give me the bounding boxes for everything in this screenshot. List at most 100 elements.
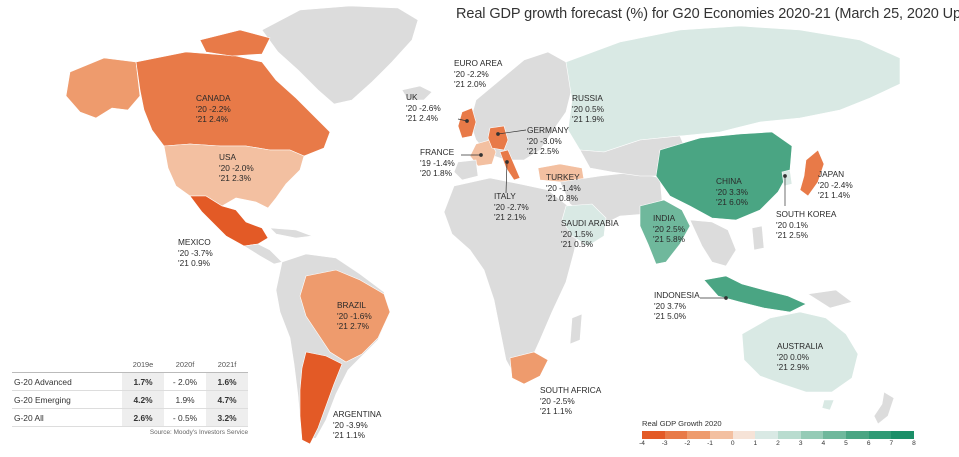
label-japan: JAPAN '20 -2.4% '21 1.4% — [818, 169, 853, 201]
region-saudi-arabia — [561, 203, 607, 247]
legend-swatch — [642, 431, 665, 439]
legend-tick-label: 4 — [821, 440, 826, 447]
cell-2020: - 2.0% — [164, 372, 206, 391]
table-row: G-20 All 2.6% - 0.5% 3.2% — [12, 408, 248, 427]
region-germany — [487, 125, 509, 151]
legend-tick-label: 7 — [889, 440, 894, 447]
pointer-germany — [497, 129, 527, 135]
legend-swatch — [755, 431, 779, 439]
label-china: CHINA '20 3.3% '21 6.0% — [716, 176, 749, 208]
cell-2019: 4.2% — [122, 390, 164, 409]
region-mexico — [189, 195, 269, 247]
legend-tick-label: 0 — [730, 440, 735, 447]
label-canada: CANADA '20 -2.2% '21 2.4% — [196, 93, 231, 125]
region-japan — [799, 149, 825, 197]
legend-swatch — [664, 431, 688, 439]
table-row: G-20 Emerging 4.2% 1.9% 4.7% — [12, 390, 248, 409]
region-canada-islands — [199, 29, 271, 57]
legend-tick-label: 3 — [798, 440, 803, 447]
region-iberia — [453, 159, 479, 181]
label-usa: USA '20 -2.0% '21 2.3% — [219, 152, 254, 184]
label-germany: GERMANY '20 -3.0% '21 2.5% — [527, 125, 569, 157]
region-russia — [565, 25, 901, 153]
legend-tick-label: 1 — [753, 440, 758, 447]
legend-tick-label: -2 — [684, 440, 691, 447]
region-south-africa — [509, 351, 549, 385]
cell-2019: 2.6% — [122, 408, 164, 427]
table-header — [12, 359, 122, 373]
legend-tick-label: 6 — [866, 440, 871, 447]
region-greenland — [261, 5, 419, 105]
row-label: G-20 Emerging — [12, 390, 122, 409]
color-legend: Real GDP Growth 2020 -4 -3 -2 -1 0 1 2 3 4 5 6 7 8 — [639, 419, 916, 448]
label-indonesia: INDONESIA '20 3.7% '21 5.0% — [654, 290, 700, 322]
region-se-asia — [689, 219, 737, 267]
cell-2020: 1.9% — [164, 390, 206, 409]
region-indonesia — [703, 275, 807, 313]
legend-tick-label: 2 — [776, 440, 780, 447]
cell-2021: 1.6% — [206, 372, 248, 391]
label-south-africa: SOUTH AFRICA '20 -2.5% '21 1.1% — [540, 385, 602, 417]
table-row: G-20 Advanced 1.7% - 2.0% 1.6% — [12, 372, 248, 391]
region-italy — [499, 149, 521, 181]
legend-swatch — [710, 431, 733, 439]
region-central-america — [243, 243, 283, 265]
region-brazil — [299, 269, 391, 363]
label-argentina: ARGENTINA '20 -3.9% '21 1.1% — [333, 409, 382, 441]
label-uk: UK '20 -2.6% '21 2.4% — [406, 92, 441, 124]
label-france: FRANCE '19 -1.4% '20 1.8% — [420, 147, 455, 179]
label-brazil: BRAZIL '20 -1.6% '21 2.7% — [337, 300, 372, 332]
cell-2021: 4.7% — [206, 390, 248, 409]
legend-tick-label: -4 — [639, 440, 645, 447]
region-australia — [741, 311, 859, 393]
legend-swatch — [891, 431, 915, 439]
legend-color-bar — [642, 431, 915, 439]
region-tasmania — [821, 399, 835, 411]
g20-summary-table: 2019e 2020f 2021f G-20 Advanced 1.7% - 2… — [12, 359, 248, 436]
region-argentina — [299, 351, 343, 445]
label-turkey: TURKEY '20 -1.4% '21 0.8% — [546, 172, 581, 204]
cell-2019: 1.7% — [122, 372, 164, 391]
label-india: INDIA '20 2.5% '21 5.8% — [653, 213, 686, 245]
pointer-italy — [505, 161, 508, 194]
label-saudi-arabia: SAUDI ARABIA '20 1.5% '21 0.5% — [561, 218, 619, 250]
cell-2020: - 0.5% — [164, 408, 206, 427]
region-china — [655, 131, 793, 221]
region-iceland — [401, 85, 433, 101]
legend-tick-label: -3 — [661, 440, 668, 447]
legend-tick-label: -1 — [707, 440, 713, 447]
row-label: G-20 All — [12, 408, 122, 427]
region-uk — [457, 107, 477, 139]
region-caribbean — [269, 227, 313, 239]
legend-swatch — [687, 431, 711, 439]
legend-swatch — [868, 431, 892, 439]
legend-swatch — [732, 431, 756, 439]
table-header: 2020f — [164, 359, 206, 373]
region-philippines — [751, 225, 765, 251]
legend-swatch — [823, 431, 847, 439]
region-south-korea — [781, 169, 793, 187]
label-euro-area: EURO AREA '20 -2.2% '21 2.0% — [454, 58, 503, 90]
label-australia: AUSTRALIA '20 0.0% '21 2.9% — [777, 341, 824, 373]
table-header-row: 2019e 2020f 2021f — [12, 359, 248, 373]
legend-swatch — [846, 431, 869, 439]
region-india — [639, 199, 691, 265]
legend-swatch — [778, 431, 801, 439]
region-alaska — [65, 57, 141, 119]
label-italy: ITALY '20 -2.7% '21 2.1% — [494, 191, 529, 223]
region-new-guinea — [807, 289, 853, 309]
label-mexico: MEXICO '20 -3.7% '21 0.9% — [178, 237, 213, 269]
legend-swatch — [800, 431, 824, 439]
region-madagascar — [569, 313, 583, 345]
row-label: G-20 Advanced — [12, 372, 122, 391]
table-header: 2019e — [122, 359, 164, 373]
label-south-korea: SOUTH KOREA '20 0.1% '21 2.5% — [776, 209, 837, 241]
legend-tick-label: 5 — [844, 440, 848, 447]
chart-title: Real GDP growth forecast (%) for G20 Eco… — [456, 6, 959, 22]
table-header: 2021f — [206, 359, 248, 373]
legend-ticks: -4 -3 -2 -1 0 1 2 3 4 5 6 7 8 — [639, 439, 916, 448]
legend-title: Real GDP Growth 2020 — [642, 419, 722, 428]
cell-2021: 3.2% — [206, 408, 248, 427]
label-russia: RUSSIA '20 0.5% '21 1.9% — [572, 93, 605, 125]
